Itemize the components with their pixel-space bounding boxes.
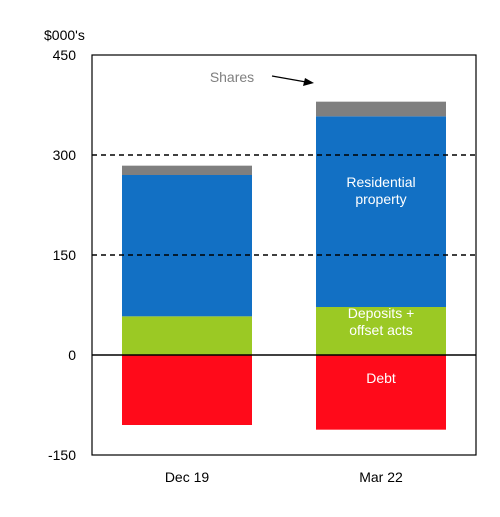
annotation-residential: property [355,191,406,207]
y-unit-label: $000's [44,27,85,43]
annotation-deposits: Deposits + [348,305,415,321]
bar-shares-0 [122,165,252,175]
bar-shares-1 [316,101,446,117]
shares-arrow-head [303,78,314,86]
annotation-deposits: offset acts [349,322,413,338]
y-tick-label: 150 [53,247,77,263]
x-tick-label: Dec 19 [165,469,210,485]
x-tick-label: Mar 22 [359,469,403,485]
bar-deposits-1 [316,307,446,355]
shares-arrow-line [271,75,307,83]
y-tick-label: 450 [53,47,77,63]
annotation-residential: Residential [346,174,415,190]
annotation-debt: Debt [366,370,396,386]
y-tick-label: -150 [48,447,76,463]
bar-debt-0 [122,355,252,425]
bar-debt-1 [316,355,446,430]
annotation-shares: Shares [210,69,254,85]
y-tick-label: 300 [53,147,77,163]
bar-residential-1 [316,116,446,307]
y-tick-label: 0 [68,347,76,363]
bar-deposits-0 [122,316,252,355]
bar-residential-0 [122,175,252,317]
